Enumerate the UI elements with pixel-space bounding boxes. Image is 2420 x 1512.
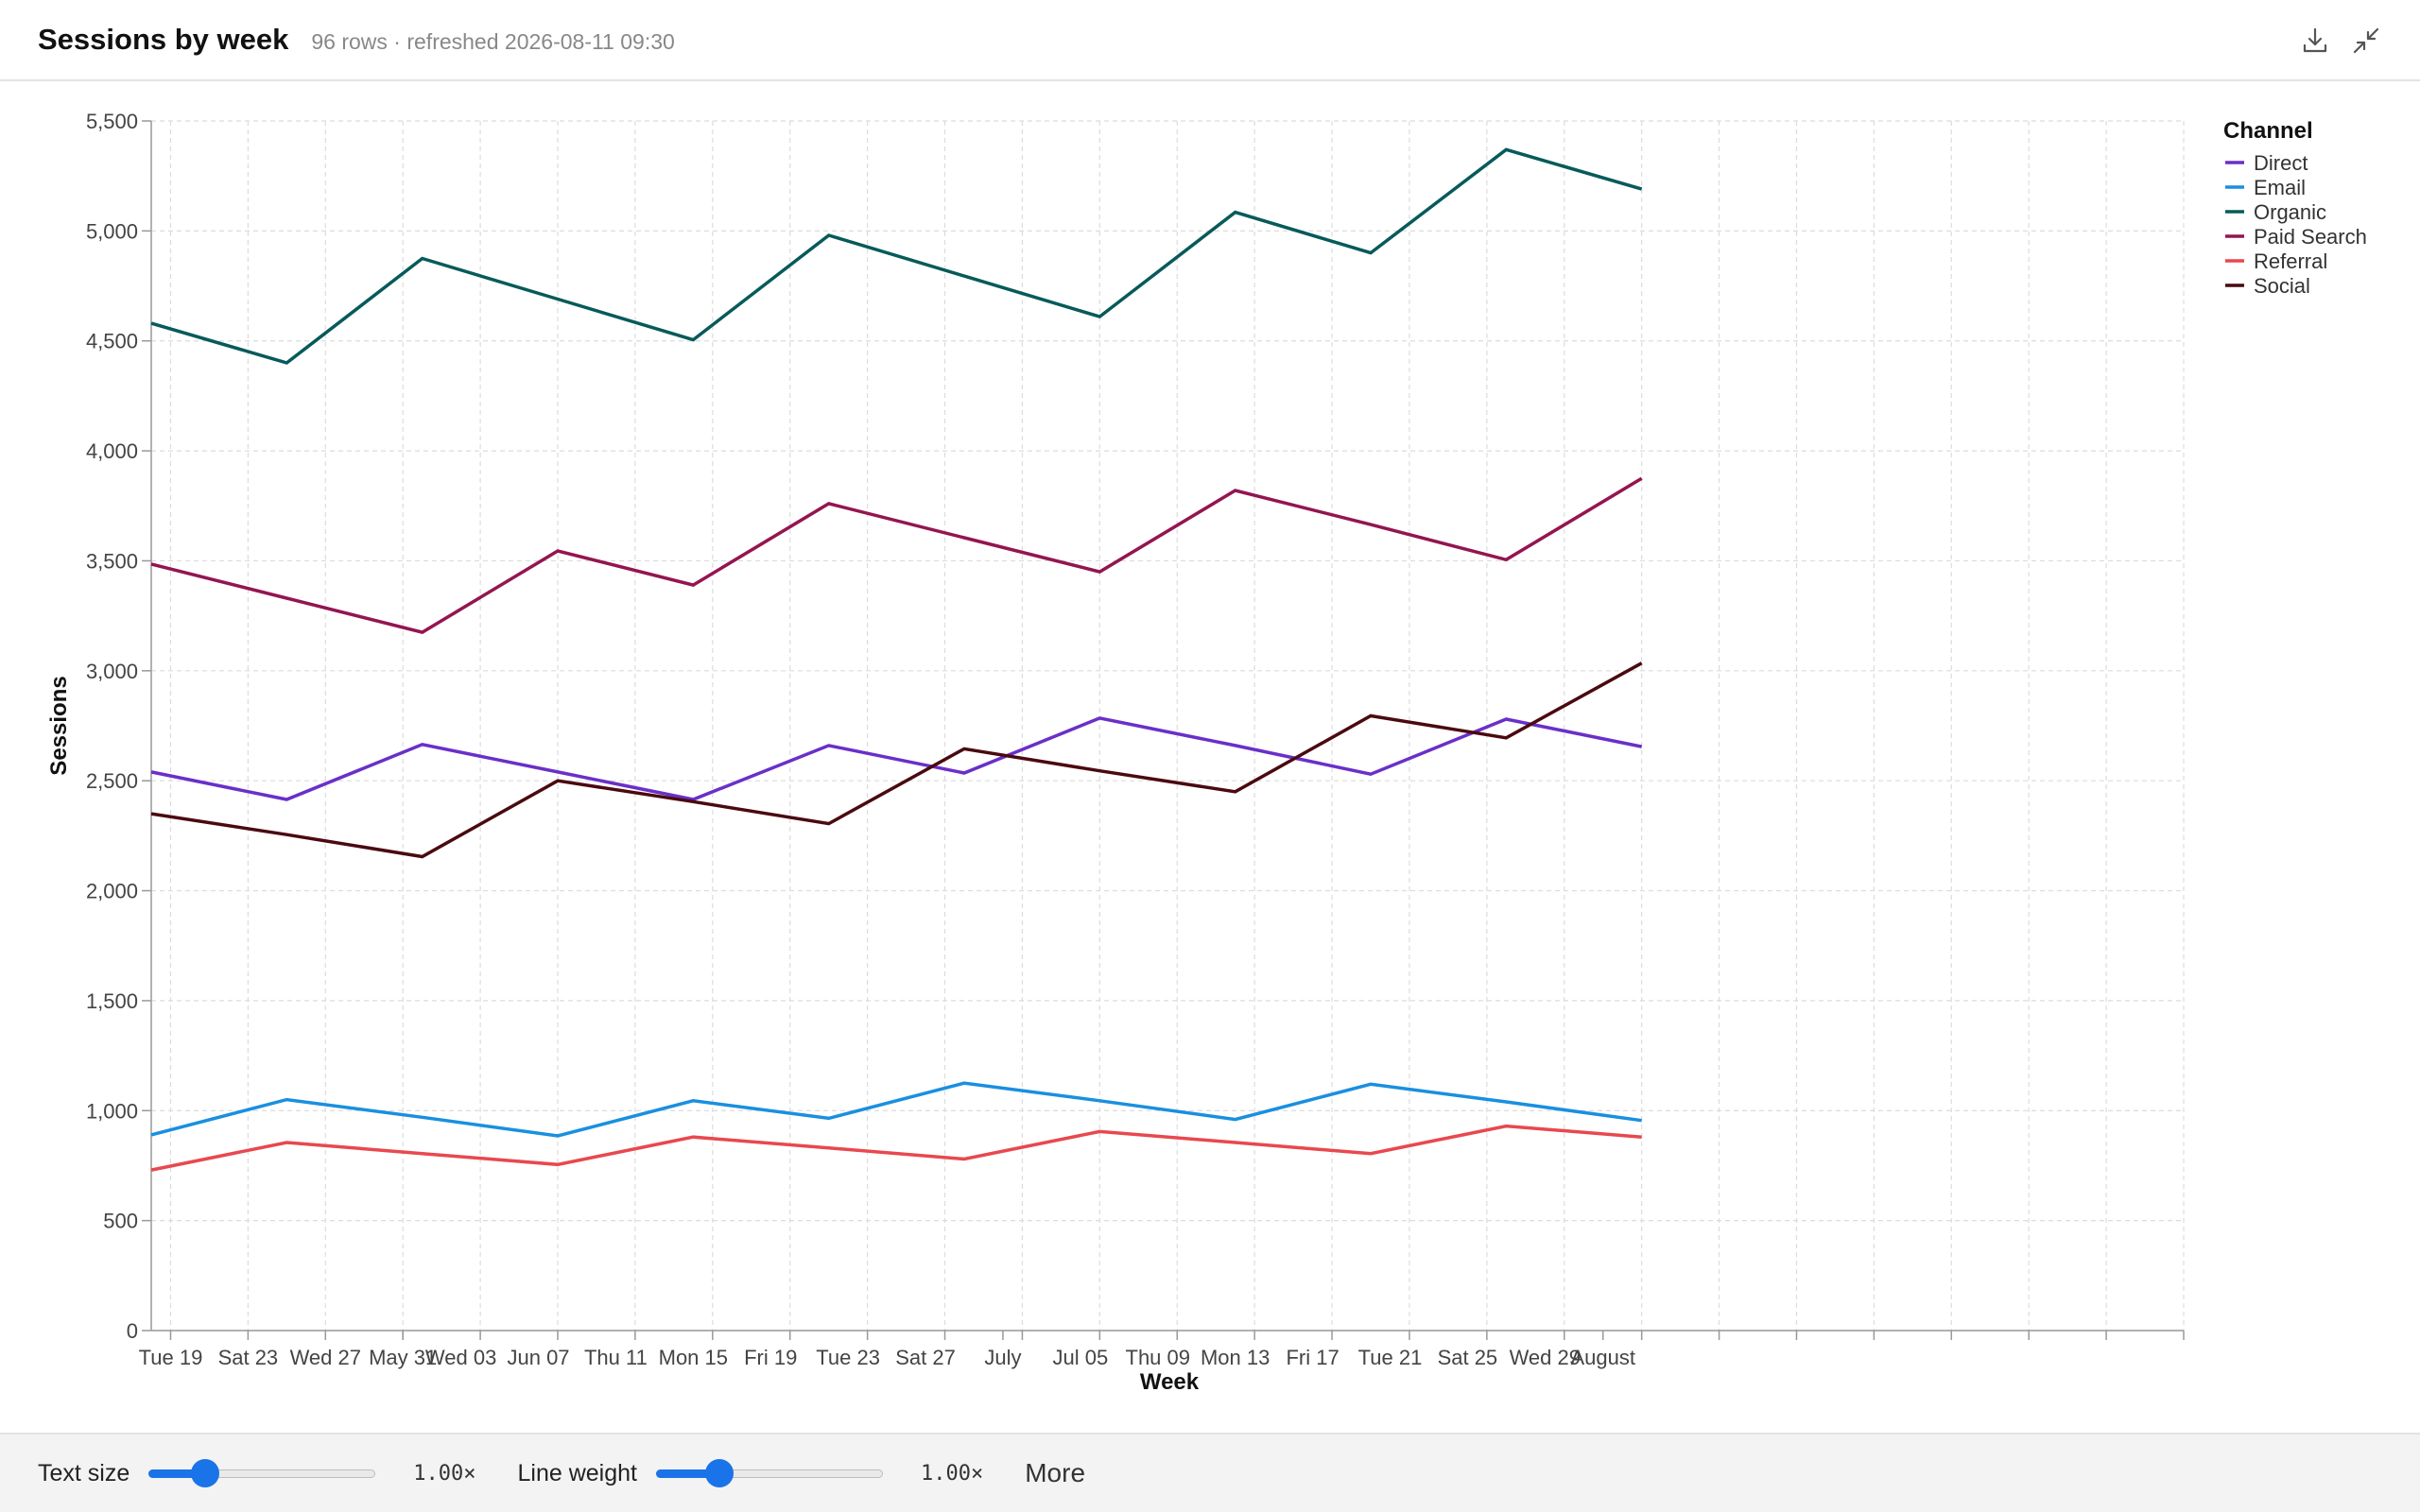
x-tick-label: Tue 21 (1358, 1346, 1423, 1369)
series-line-email[interactable] (150, 1081, 1642, 1138)
text-size-slider[interactable] (148, 1459, 376, 1487)
y-tick-label: 500 (103, 1210, 138, 1233)
x-tick-label: Tue 19 (139, 1346, 203, 1369)
x-tick-label: Wed 27 (290, 1346, 361, 1369)
x-tick-label: Sat 25 (1438, 1346, 1498, 1369)
legend-item-social[interactable]: Social (2225, 274, 2310, 298)
series-line-direct[interactable] (150, 716, 1643, 801)
sessions-line-chart[interactable]: 0 500 1,000 1,500 2,000 2,500 3,000 3,500 4,000 4… (0, 83, 2420, 1431)
series-line-organic[interactable] (150, 147, 1643, 365)
line-weight-slider[interactable] (655, 1459, 883, 1487)
x-tick-label: Thu 11 (584, 1346, 648, 1369)
x-axis-title: Week (1140, 1369, 1200, 1395)
line-weight-value: 1.00× (920, 1461, 984, 1486)
x-tick-label: Mon 15 (659, 1346, 728, 1369)
slider-fill (148, 1469, 206, 1478)
x-tick-label: Wed 29 (1510, 1346, 1581, 1369)
grid-lines (151, 120, 2185, 1332)
chart-header: Sessions by week 96 rows · refreshed 202… (0, 0, 2420, 81)
series-lines (150, 147, 1643, 1172)
x-tick-label: Thu 09 (1126, 1346, 1191, 1369)
text-size-value: 1.00× (413, 1461, 476, 1486)
y-tick-label: 1,500 (86, 989, 138, 1013)
x-tick-label: Fri 19 (744, 1346, 797, 1369)
line-weight-label: Line weight (517, 1459, 637, 1486)
y-tick-label: 5,500 (86, 110, 138, 133)
x-tick-label: Mon 13 (1201, 1346, 1270, 1369)
download-icon[interactable] (2297, 23, 2333, 59)
series-line-social[interactable] (150, 662, 1643, 859)
legend-title: Channel (2223, 118, 2313, 144)
legend-item-organic[interactable]: Organic (2225, 200, 2326, 224)
x-tick-label: Tue 23 (816, 1346, 880, 1369)
legend-item-referral[interactable]: Referral (2225, 249, 2327, 273)
collapse-icon[interactable] (2348, 23, 2384, 59)
x-tick-label: August (1570, 1346, 1635, 1369)
row-count-refresh-info: 96 rows · refreshed 2026-08-11 09:30 (311, 28, 675, 54)
series-line-referral[interactable] (150, 1124, 1642, 1172)
legend-label: Direct (2254, 151, 2308, 175)
y-tick-label: 2,000 (86, 880, 138, 903)
x-tick-label: Jun 07 (507, 1346, 569, 1369)
slider-thumb[interactable] (705, 1459, 735, 1487)
legend-label: Paid Search (2254, 225, 2367, 249)
slider-fill (655, 1469, 720, 1478)
x-tick-label: Wed 03 (425, 1346, 496, 1369)
x-tick-label: Sat 23 (218, 1346, 279, 1369)
y-tick-label: 4,000 (86, 439, 138, 463)
x-tick-label: Jul 05 (1052, 1346, 1108, 1369)
legend-label: Email (2254, 176, 2306, 199)
legend-item-direct[interactable]: Direct (2225, 151, 2308, 175)
legend-label: Organic (2254, 200, 2326, 224)
y-tick-label: 3,000 (86, 660, 138, 683)
x-tick-label: May 31 (369, 1346, 437, 1369)
slider-thumb[interactable] (191, 1459, 220, 1487)
header-actions (2297, 23, 2384, 59)
x-tick-label: July (984, 1346, 1021, 1369)
x-tick-label: Sat 27 (895, 1346, 956, 1369)
legend-item-paid-search[interactable]: Paid Search (2225, 225, 2367, 249)
legend-item-email[interactable]: Email (2225, 176, 2306, 199)
series-line-paid-search[interactable] (150, 476, 1643, 634)
y-tick-label: 1,000 (86, 1099, 138, 1123)
legend-label: Referral (2254, 249, 2327, 273)
y-tick-label: 3,500 (86, 549, 138, 573)
y-axis-title: Sessions (46, 676, 72, 775)
y-tick-label: 0 (127, 1319, 138, 1343)
page-title: Sessions by week (38, 23, 289, 56)
y-tick-label: 2,500 (86, 769, 138, 793)
text-size-label: Text size (38, 1459, 130, 1486)
axes: 0 500 1,000 1,500 2,000 2,500 3,000 3,500 4,000 4… (86, 110, 2185, 1369)
chart-controls: Text size 1.00× Line weight 1.00× More (0, 1433, 2420, 1512)
legend-label: Social (2254, 274, 2310, 298)
y-tick-label: 4,500 (86, 330, 138, 353)
x-tick-label: Fri 17 (1286, 1346, 1339, 1369)
chart-area: 0 500 1,000 1,500 2,000 2,500 3,000 3,500 4,000 4… (0, 83, 2420, 1431)
more-button[interactable]: More (1025, 1458, 1086, 1487)
y-tick-label: 5,000 (86, 219, 138, 243)
